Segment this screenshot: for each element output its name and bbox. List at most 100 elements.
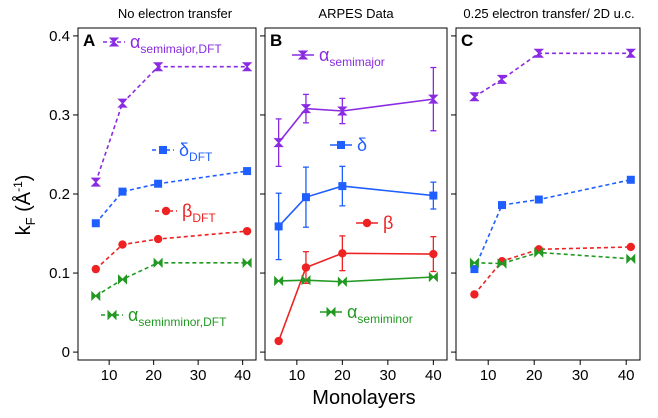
data-point (118, 187, 127, 196)
y-tick-label: 0.4 (49, 28, 70, 45)
data-point (152, 62, 164, 72)
data-point (534, 195, 543, 204)
legend-label-main: β (182, 201, 192, 221)
legend-entry: δDFT (152, 140, 213, 164)
legend-marker (107, 309, 117, 321)
legend-label-sub: seminminor,DFT (138, 315, 227, 329)
panel-letter: C (461, 31, 473, 50)
data-point (90, 177, 102, 187)
panel-title: No electron transfer (118, 6, 233, 21)
legend-entry: δ (330, 135, 367, 155)
data-point (154, 179, 163, 188)
data-point (469, 257, 479, 268)
series-0 (469, 48, 637, 102)
legend-label: αsemimajor,DFT (130, 32, 222, 56)
legend-marker (326, 306, 336, 318)
series-line (474, 251, 631, 265)
x-tick-label: 40 (234, 367, 251, 384)
panel-letter: A (83, 31, 95, 50)
legend-entry: αsemiminor (320, 302, 413, 326)
data-point (497, 258, 507, 269)
legend-entry: αseminminor,DFT (101, 305, 227, 329)
data-point (274, 336, 283, 346)
series-2 (274, 235, 438, 346)
legend-marker (161, 206, 171, 216)
data-point (496, 74, 508, 84)
data-point (534, 247, 544, 258)
series-3 (469, 247, 636, 269)
y-axis-label-main: k (13, 224, 35, 235)
legend-label: αsemimajor (319, 45, 385, 69)
legend-label-sub: semimajor (329, 55, 384, 69)
x-tick-label: 30 (380, 367, 397, 384)
data-point (118, 274, 127, 285)
data-point (91, 219, 100, 228)
data-point (429, 191, 438, 200)
series-2 (470, 242, 635, 299)
y-axis-label-sub: F (23, 217, 38, 225)
y-axis-label-unit-pre: (Å (12, 191, 35, 217)
legend-label-sub: DFT (192, 211, 216, 225)
data-point (118, 240, 127, 249)
data-point (153, 257, 163, 268)
series-line (473, 246, 631, 295)
data-point (243, 167, 252, 176)
x-tick-label: 40 (425, 367, 442, 384)
legend-label-sub: semimajor,DFT (140, 42, 222, 56)
series-2 (91, 226, 252, 274)
series-line (473, 178, 631, 270)
data-point (337, 276, 347, 287)
x-tick-label: 10 (480, 367, 497, 384)
series-1 (470, 175, 635, 274)
legend-label-main: α (128, 305, 138, 325)
legend-label-main: δ (179, 140, 189, 160)
legend-label-main: α (319, 45, 329, 65)
legend-marker (362, 218, 372, 228)
data-point (498, 201, 506, 210)
x-tick-label: 10 (101, 367, 118, 384)
panel-frame (77, 27, 257, 361)
data-point (274, 275, 284, 287)
x-tick-label: 30 (572, 367, 589, 384)
data-point (470, 265, 479, 274)
series-line (95, 261, 248, 297)
legend-entry: βDFT (155, 201, 216, 225)
data-point (533, 48, 545, 58)
data-point (91, 264, 101, 274)
legend-marker (108, 37, 120, 47)
y-tick-label: 0 (62, 344, 70, 361)
data-point (625, 48, 637, 58)
y-tick-label: 0.2 (49, 186, 70, 203)
legend-label-main: α (347, 302, 357, 322)
legend-label-sub: DFT (189, 150, 213, 164)
series-0 (90, 62, 253, 187)
legend-label-sub: semiminor (357, 312, 412, 326)
data-point (626, 253, 636, 265)
x-tick-label: 30 (190, 367, 207, 384)
series-line (278, 185, 434, 227)
data-point (153, 234, 163, 244)
legend-entry: αsemimajor,DFT (103, 32, 222, 56)
x-tick-label: 40 (618, 367, 635, 384)
legend-label-main: β (383, 213, 393, 233)
legend-marker (337, 141, 345, 149)
panel-c: 0.25 electron transfer/ 2D u.c. C 10 20 30 40 (451, 6, 641, 384)
data-point (470, 290, 479, 299)
data-point (301, 193, 310, 202)
data-point (626, 242, 635, 252)
data-point (338, 249, 347, 258)
panel-a: No electron transfer A 10 20 30 40 0 0.1 0.2 0.3 0… (49, 6, 257, 384)
legend-label: αseminminor,DFT (128, 305, 227, 329)
y-axis-label-unit-post: ) (13, 175, 35, 182)
series-3 (91, 257, 252, 302)
series-0 (273, 66, 439, 167)
legend-label: δDFT (179, 140, 213, 164)
panel-title: ARPES Data (318, 6, 394, 21)
series-line (278, 276, 434, 283)
data-point (338, 182, 347, 191)
x-axis-label: Monolayers (312, 387, 415, 409)
legend-label: αsemiminor (347, 302, 413, 326)
series-line (95, 170, 248, 224)
data-point (274, 222, 283, 231)
data-point (241, 62, 253, 72)
